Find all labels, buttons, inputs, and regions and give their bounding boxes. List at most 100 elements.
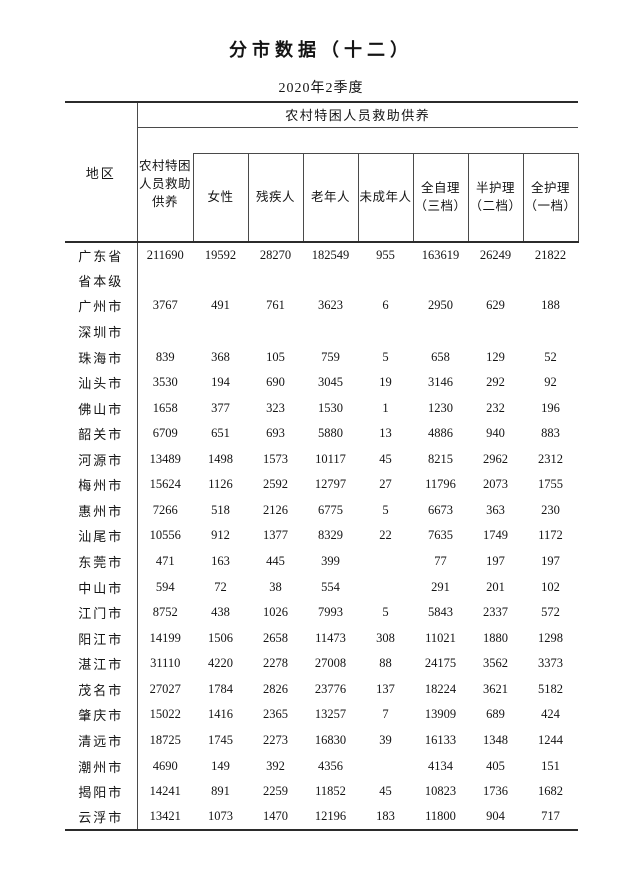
- value-cell: 1377: [263, 528, 288, 543]
- value-cell: 13257: [314, 707, 347, 722]
- value-cell: 5: [382, 502, 389, 517]
- value-cell: 22: [379, 528, 392, 543]
- region-cell: 江门市: [65, 599, 138, 626]
- value-cell: 1416: [208, 707, 233, 722]
- value-cell: 149: [211, 758, 230, 773]
- value-cell: [358, 549, 413, 575]
- value-cell: 24175: [424, 656, 457, 671]
- value-cell: 8752: [152, 605, 178, 620]
- value-cell: 13489: [149, 451, 181, 466]
- value-cell: 1: [382, 400, 389, 415]
- value-cell: 4134: [428, 758, 453, 773]
- header-spacer: [193, 127, 579, 154]
- value-cell: 392: [266, 758, 285, 773]
- value-cell: 88: [379, 656, 392, 671]
- value-cell: 1682: [538, 784, 563, 799]
- value-cell: 12196: [314, 809, 347, 824]
- value-cell: 1745: [208, 732, 233, 747]
- region-cell: 佛山市: [65, 395, 138, 421]
- value-cell: 308: [376, 630, 395, 645]
- value-cell: 2826: [263, 681, 288, 696]
- value-cell: 10117: [315, 451, 346, 466]
- value-cell: 368: [211, 349, 230, 364]
- value-cell: 594: [155, 579, 175, 594]
- value-cell: 16830: [314, 732, 347, 747]
- value-cell: 912: [211, 528, 230, 543]
- value-cell: 163619: [421, 247, 460, 262]
- value-cell: 445: [266, 554, 285, 569]
- value-cell: 3373: [538, 656, 563, 671]
- value-cell: [248, 268, 303, 294]
- group-header-cell: 农村特困人员救助供养: [137, 102, 579, 128]
- value-cell: 6775: [318, 502, 343, 517]
- value-cell: 10556: [149, 528, 181, 543]
- column-header-cell: 全护理 （一档）: [522, 153, 579, 243]
- value-cell: 7635: [428, 528, 453, 543]
- value-cell: 3045: [318, 375, 343, 390]
- value-cell: 188: [541, 298, 560, 313]
- value-cell: 5: [382, 349, 389, 364]
- table-row: 广东省 211690 19592 28270 182549 955 163619 26249 2…: [65, 242, 578, 268]
- region-cell: 广州市: [65, 293, 138, 319]
- value-cell: 92: [544, 375, 557, 390]
- value-cell: [468, 268, 523, 294]
- value-cell: 38: [269, 579, 282, 594]
- value-cell: [303, 268, 358, 294]
- value-cell: 27027: [149, 681, 181, 696]
- region-cell: 中山市: [65, 574, 138, 600]
- page-title: 分市数据（十二）: [229, 40, 413, 60]
- value-cell: 129: [486, 349, 505, 364]
- value-cell: 629: [486, 298, 505, 313]
- value-cell: 5880: [318, 426, 343, 441]
- table-row: 珠海市 839 368 105 759 5 658 129 52: [65, 344, 578, 370]
- value-cell: 471: [155, 554, 175, 569]
- value-cell: 39: [379, 732, 392, 747]
- value-cell: 45: [379, 784, 392, 799]
- value-cell: 891: [211, 784, 230, 799]
- value-cell: 1230: [428, 400, 453, 415]
- column-header-cell: 农村特困 人员救助 供养: [137, 127, 193, 243]
- value-cell: 377: [211, 400, 230, 415]
- value-cell: 52: [544, 349, 557, 364]
- value-cell: 31110: [150, 656, 181, 671]
- value-cell: 2312: [538, 451, 563, 466]
- value-cell: 45: [379, 451, 392, 466]
- region-cell: 深圳市: [65, 318, 138, 345]
- value-cell: 14241: [149, 784, 181, 799]
- table-row: 省本级: [65, 267, 578, 294]
- data-table: 地区 农村特困人员救助供养 农村特困 人员救助 供养 女性 残疾人 老年人 未成…: [65, 101, 579, 831]
- value-cell: 1026: [263, 605, 288, 620]
- value-cell: 438: [211, 605, 230, 620]
- value-cell: 28270: [259, 247, 292, 262]
- value-cell: 1126: [208, 477, 233, 492]
- table-row: 潮州市 4690 149 392 4356 4134 405 151: [65, 753, 578, 779]
- value-cell: 2273: [263, 732, 288, 747]
- value-cell: 151: [541, 758, 560, 773]
- value-cell: 690: [266, 375, 285, 390]
- value-cell: 399: [321, 554, 340, 569]
- value-cell: [358, 753, 413, 779]
- table-row: 江门市 8752 438 1026 7993 5 5843 2337 572: [65, 599, 578, 626]
- value-cell: 940: [486, 426, 505, 441]
- value-cell: 693: [266, 426, 285, 441]
- value-cell: 1244: [538, 732, 563, 747]
- table-body: 广东省 211690 19592 28270 182549 955 163619 26249 2…: [65, 242, 578, 830]
- value-cell: 14199: [149, 630, 181, 645]
- value-cell: 2658: [263, 630, 288, 645]
- table-row: 梅州市 15624 1126 2592 12797 27 11796 2073 1755: [65, 472, 578, 498]
- corner-header-cell: 地区: [65, 102, 138, 243]
- value-cell: 3623: [318, 298, 343, 313]
- value-cell: 2337: [483, 605, 508, 620]
- table-row: 深圳市: [65, 318, 578, 345]
- value-cell: 19592: [204, 247, 237, 262]
- value-cell: 689: [486, 707, 505, 722]
- value-cell: 7266: [152, 502, 178, 517]
- value-cell: 363: [486, 502, 505, 517]
- table-row: 韶关市 6709 651 693 5880 13 4886 940 883: [65, 420, 578, 447]
- value-cell: 1658: [152, 400, 178, 415]
- value-cell: 13909: [424, 707, 457, 722]
- column-header-cell: 未成年人: [357, 153, 413, 243]
- value-cell: [358, 268, 413, 294]
- value-cell: 183: [376, 809, 395, 824]
- value-cell: 105: [266, 349, 285, 364]
